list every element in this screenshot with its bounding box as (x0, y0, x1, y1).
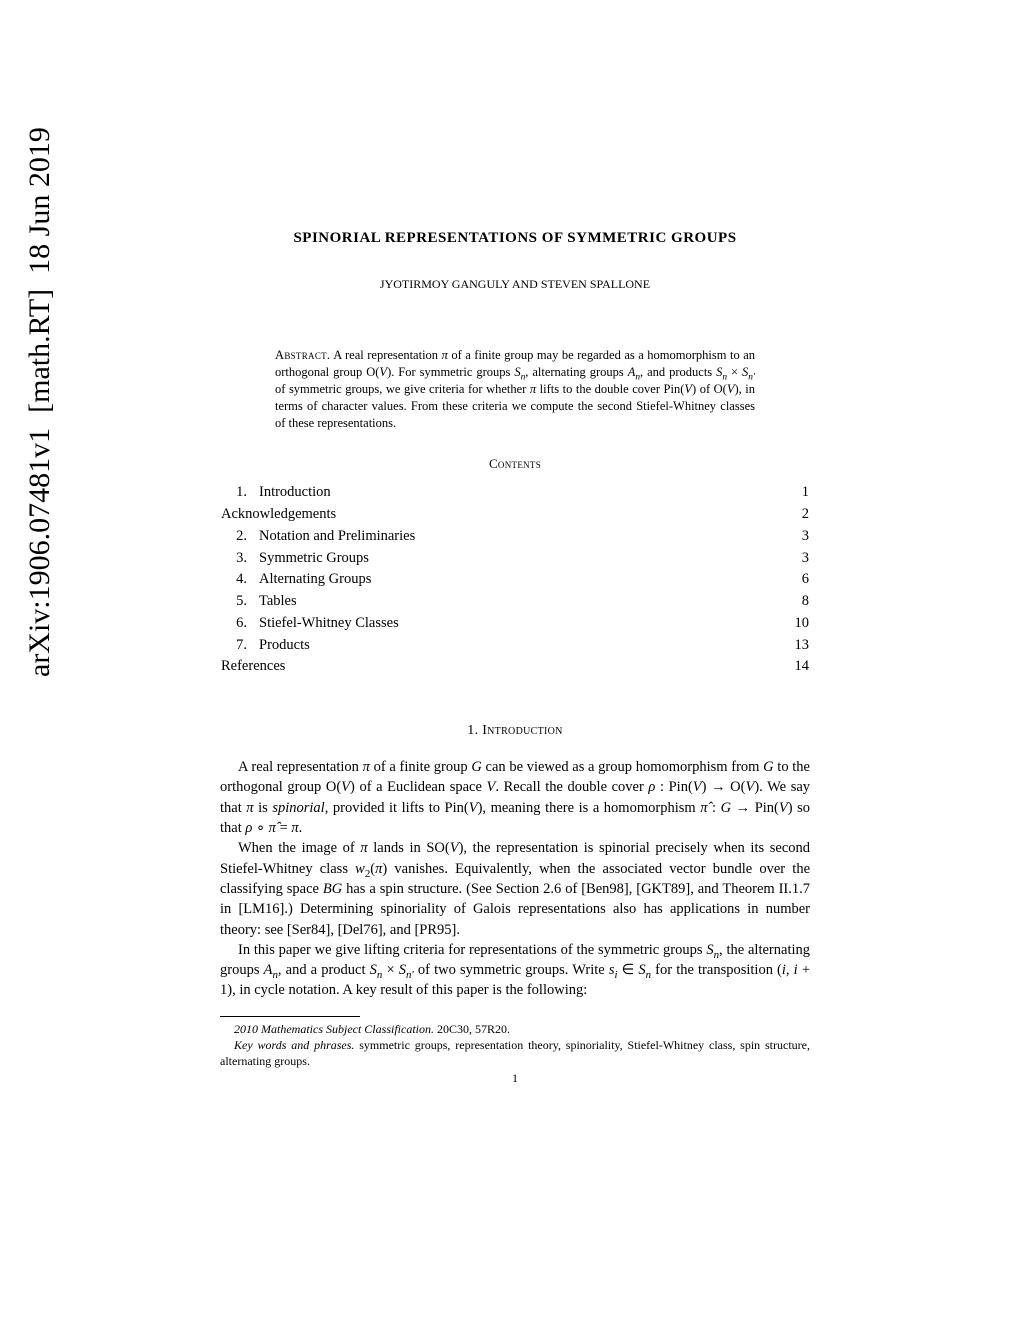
paragraph: In this paper we give lifting criteria f… (220, 940, 810, 1001)
arxiv-id: arXiv:1906.07481v1 (23, 428, 56, 677)
toc-page: 1 (802, 482, 809, 504)
toc-page: 2 (802, 504, 809, 526)
abstract-label: Abstract. (275, 348, 330, 362)
toc-row: Acknowledgements 2 (221, 504, 809, 526)
footnote-msc: 2010 Mathematics Subject Classification.… (220, 1021, 810, 1037)
paper-authors: JYOTIRMOY GANGULY AND STEVEN SPALLONE (220, 277, 810, 292)
body-text: A real representation π of a finite grou… (220, 757, 810, 1001)
footnote-label: 2010 Mathematics Subject Classification. (234, 1022, 434, 1036)
toc-page: 10 (795, 613, 810, 635)
toc-label: References (221, 656, 285, 678)
section-heading: 1. Introduction (220, 723, 810, 739)
toc-label: Introduction (259, 482, 331, 504)
footnote-text: 20C30, 57R20. (434, 1022, 510, 1036)
footnote-keywords: Key words and phrases. symmetric groups,… (220, 1037, 810, 1069)
toc-num: 1. (221, 482, 247, 504)
toc-page: 6 (802, 569, 809, 591)
toc-label: Notation and Preliminaries (259, 526, 415, 548)
toc-page: 13 (795, 635, 810, 657)
toc-page: 3 (802, 548, 809, 570)
toc-page: 14 (795, 656, 810, 678)
toc-row: 5. Tables 8 (221, 591, 809, 613)
footnote-label: Key words and phrases. (234, 1038, 354, 1052)
abstract: Abstract. A real representation π of a f… (275, 347, 755, 431)
table-of-contents: 1. Introduction 1 Acknowledgements 2 2. No… (221, 482, 809, 678)
contents-heading: Contents (220, 456, 810, 472)
toc-row: 3. Symmetric Groups 3 (221, 548, 809, 570)
toc-row: 6. Stiefel-Whitney Classes 10 (221, 613, 809, 635)
toc-num: 7. (221, 635, 247, 657)
abstract-text: A real representation π of a finite grou… (275, 348, 755, 430)
toc-row: References 14 (221, 656, 809, 678)
arxiv-category: [math.RT] (23, 289, 56, 413)
page-number: 1 (220, 1071, 810, 1086)
footnote-rule (220, 1016, 360, 1017)
paragraph: When the image of π lands in SO(V), the … (220, 838, 810, 939)
toc-row: 1. Introduction 1 (221, 482, 809, 504)
toc-page: 3 (802, 526, 809, 548)
toc-row: 7. Products 13 (221, 635, 809, 657)
toc-num: 4. (221, 569, 247, 591)
toc-num: 3. (221, 548, 247, 570)
toc-num: 2. (221, 526, 247, 548)
toc-row: 2. Notation and Preliminaries 3 (221, 526, 809, 548)
toc-label: Acknowledgements (221, 504, 336, 526)
toc-page: 8 (802, 591, 809, 613)
arxiv-stamp: arXiv:1906.07481v1 [math.RT] 18 Jun 2019 (23, 127, 57, 677)
paper-page: SPINORIAL REPRESENTATIONS OF SYMMETRIC G… (220, 230, 810, 1086)
arxiv-date: 18 Jun 2019 (23, 127, 56, 274)
paragraph: A real representation π of a finite grou… (220, 757, 810, 838)
paper-title: SPINORIAL REPRESENTATIONS OF SYMMETRIC G… (220, 230, 810, 247)
toc-label: Stiefel-Whitney Classes (259, 613, 399, 635)
toc-label: Alternating Groups (259, 569, 371, 591)
toc-row: 4. Alternating Groups 6 (221, 569, 809, 591)
toc-label: Tables (259, 591, 297, 613)
toc-label: Products (259, 635, 310, 657)
toc-num: 5. (221, 591, 247, 613)
toc-label: Symmetric Groups (259, 548, 369, 570)
toc-num: 6. (221, 613, 247, 635)
